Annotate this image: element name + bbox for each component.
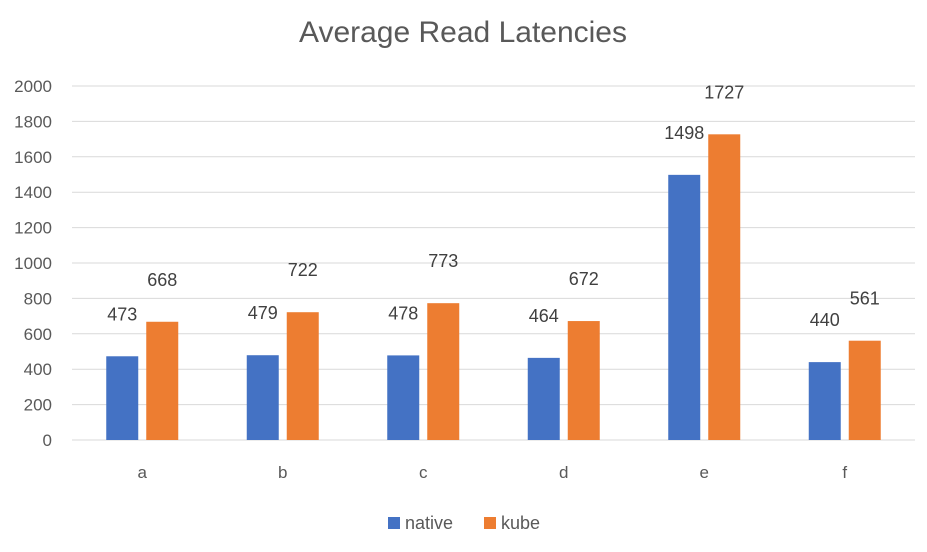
chart-title: Average Read Latencies bbox=[299, 16, 627, 49]
legend: native kube bbox=[388, 513, 540, 533]
x-axis-categories: a b c d e f bbox=[138, 463, 848, 482]
legend-swatch-kube bbox=[484, 517, 496, 529]
data-label-native-a: 473 bbox=[107, 304, 137, 324]
x-category-label: a bbox=[138, 463, 148, 482]
legend-label-kube: kube bbox=[501, 513, 540, 533]
x-category-label: f bbox=[842, 463, 847, 482]
data-label-kube-e: 1727 bbox=[704, 82, 744, 102]
data-label-native-e: 1498 bbox=[664, 123, 704, 143]
gridlines bbox=[72, 85, 915, 441]
legend-swatch-native bbox=[388, 517, 400, 529]
y-tick-label: 1000 bbox=[14, 254, 52, 273]
data-label-kube-f: 561 bbox=[850, 289, 880, 309]
bar-native-b bbox=[246, 355, 279, 440]
data-label-kube-a: 668 bbox=[147, 270, 177, 290]
data-label-native-c: 478 bbox=[388, 303, 418, 323]
y-tick-label: 1800 bbox=[14, 112, 52, 131]
bar-native-d bbox=[527, 357, 560, 440]
data-label-kube-c: 773 bbox=[428, 251, 458, 271]
bar-native-e bbox=[668, 174, 701, 440]
y-tick-label: 400 bbox=[24, 360, 52, 379]
bar-kube-e bbox=[708, 134, 741, 441]
bar-kube-a bbox=[146, 321, 179, 440]
x-category-label: e bbox=[700, 463, 709, 482]
bar-kube-c bbox=[427, 303, 460, 440]
x-category-label: c bbox=[419, 463, 428, 482]
data-labels: 473 668 479 722 478 773 464 672 1498 1727 440 561 bbox=[107, 82, 880, 330]
x-category-label: d bbox=[559, 463, 568, 482]
legend-item-kube: kube bbox=[484, 513, 540, 533]
legend-item-native: native bbox=[388, 513, 453, 533]
bar-kube-b bbox=[286, 312, 319, 440]
data-label-native-d: 464 bbox=[529, 306, 559, 326]
y-tick-label: 600 bbox=[24, 325, 52, 344]
legend-label-native: native bbox=[405, 513, 453, 533]
bar-native-f bbox=[808, 362, 841, 440]
y-tick-label: 2000 bbox=[14, 77, 52, 96]
y-tick-label: 1600 bbox=[14, 148, 52, 167]
x-category-label: b bbox=[278, 463, 287, 482]
data-label-kube-b: 722 bbox=[288, 260, 318, 280]
y-tick-label: 0 bbox=[43, 431, 52, 450]
bars bbox=[106, 134, 881, 441]
data-label-native-b: 479 bbox=[248, 303, 278, 323]
bar-kube-f bbox=[848, 340, 881, 440]
y-tick-label: 800 bbox=[24, 289, 52, 308]
y-tick-label: 1400 bbox=[14, 183, 52, 202]
bar-kube-d bbox=[567, 321, 600, 440]
y-axis-ticks: 0 200 400 600 800 1000 1200 1400 1600 1800 2000 bbox=[14, 77, 52, 450]
data-label-native-f: 440 bbox=[810, 310, 840, 330]
bar-native-c bbox=[387, 355, 420, 440]
data-label-kube-d: 672 bbox=[569, 269, 599, 289]
bar-native-a bbox=[106, 356, 139, 440]
y-tick-label: 1200 bbox=[14, 219, 52, 238]
y-tick-label: 200 bbox=[24, 396, 52, 415]
